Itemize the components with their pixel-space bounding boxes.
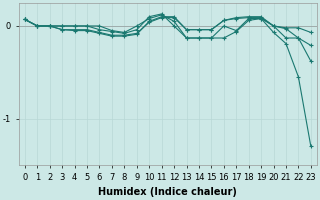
X-axis label: Humidex (Indice chaleur): Humidex (Indice chaleur)	[99, 187, 237, 197]
